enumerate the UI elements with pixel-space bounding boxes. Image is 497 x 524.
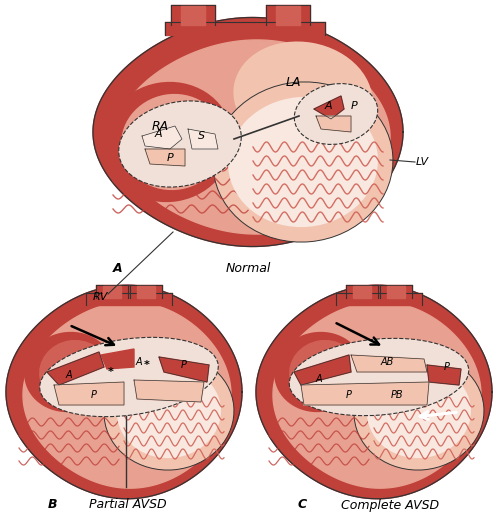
Text: *: *: [144, 360, 150, 370]
Polygon shape: [427, 365, 461, 385]
Text: B: B: [47, 498, 57, 511]
Text: A: A: [154, 129, 162, 139]
Text: LV: LV: [416, 157, 429, 167]
Text: P: P: [91, 390, 97, 400]
Polygon shape: [353, 286, 371, 298]
Text: P: P: [350, 101, 357, 111]
Polygon shape: [336, 293, 422, 305]
Text: P: P: [444, 362, 450, 372]
Polygon shape: [165, 22, 325, 35]
Text: A: A: [136, 357, 142, 367]
Ellipse shape: [119, 101, 241, 187]
Text: AB: AB: [380, 357, 394, 367]
Polygon shape: [47, 352, 104, 385]
Polygon shape: [137, 286, 155, 298]
Text: RA: RA: [152, 121, 168, 134]
Polygon shape: [145, 149, 185, 166]
Polygon shape: [380, 285, 412, 298]
Ellipse shape: [39, 340, 109, 404]
Polygon shape: [351, 355, 427, 372]
Text: *: *: [108, 367, 114, 377]
Polygon shape: [93, 17, 403, 246]
Polygon shape: [273, 302, 481, 488]
Ellipse shape: [294, 83, 378, 145]
Text: A: A: [316, 374, 323, 384]
Polygon shape: [6, 285, 242, 499]
Text: Partial AVSD: Partial AVSD: [89, 498, 167, 511]
Text: Normal: Normal: [225, 261, 271, 275]
Polygon shape: [159, 357, 209, 382]
Ellipse shape: [289, 340, 359, 404]
Polygon shape: [266, 5, 310, 25]
Polygon shape: [188, 129, 218, 149]
Polygon shape: [86, 293, 172, 305]
Ellipse shape: [121, 94, 225, 190]
Ellipse shape: [274, 332, 364, 412]
Polygon shape: [181, 6, 205, 25]
Polygon shape: [301, 382, 429, 405]
Text: A: A: [324, 101, 332, 111]
Polygon shape: [171, 5, 215, 25]
Text: RV: RV: [92, 292, 108, 302]
Polygon shape: [256, 285, 492, 499]
Ellipse shape: [103, 82, 233, 202]
Polygon shape: [316, 116, 351, 132]
Polygon shape: [23, 302, 231, 488]
Ellipse shape: [367, 366, 471, 458]
Polygon shape: [101, 349, 134, 369]
Polygon shape: [96, 285, 128, 298]
Text: LA: LA: [285, 75, 301, 89]
Ellipse shape: [213, 82, 393, 242]
Text: P: P: [181, 360, 187, 370]
Ellipse shape: [104, 354, 234, 470]
Ellipse shape: [117, 366, 221, 458]
Polygon shape: [276, 6, 300, 25]
Polygon shape: [116, 40, 390, 234]
Text: P: P: [346, 390, 352, 400]
Polygon shape: [134, 380, 204, 402]
Text: A: A: [66, 370, 72, 380]
Text: P: P: [166, 153, 173, 163]
Polygon shape: [387, 286, 405, 298]
Polygon shape: [314, 96, 344, 119]
Text: S: S: [198, 131, 206, 141]
Polygon shape: [54, 382, 124, 405]
Ellipse shape: [228, 97, 378, 227]
Polygon shape: [294, 355, 351, 385]
Polygon shape: [346, 285, 378, 298]
Ellipse shape: [24, 332, 114, 412]
Ellipse shape: [234, 41, 373, 152]
Polygon shape: [130, 285, 162, 298]
Polygon shape: [103, 286, 121, 298]
Text: C: C: [297, 498, 307, 511]
Ellipse shape: [40, 337, 218, 417]
Text: A: A: [113, 261, 123, 275]
Text: Complete AVSD: Complete AVSD: [341, 498, 439, 511]
Ellipse shape: [289, 339, 469, 416]
Text: PB: PB: [391, 390, 403, 400]
Polygon shape: [142, 126, 182, 149]
Ellipse shape: [354, 354, 484, 470]
